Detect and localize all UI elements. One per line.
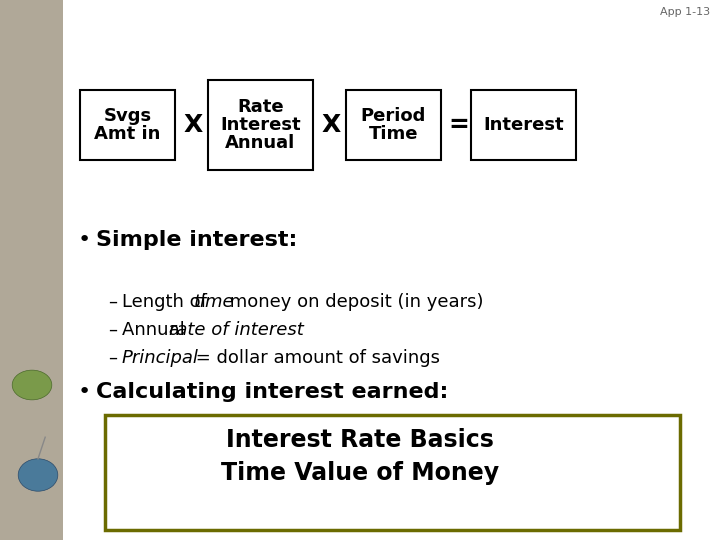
FancyBboxPatch shape [208, 80, 313, 170]
Text: App 1-13: App 1-13 [660, 7, 710, 17]
Text: X: X [184, 113, 202, 137]
Text: Time Value of Money: Time Value of Money [221, 461, 499, 485]
Text: Calculating interest earned:: Calculating interest earned: [96, 382, 449, 402]
Ellipse shape [18, 459, 58, 491]
Text: Amt in: Amt in [94, 125, 161, 143]
Text: = dollar amount of savings: = dollar amount of savings [190, 349, 440, 367]
Text: X: X [321, 113, 341, 137]
Text: Interest: Interest [220, 116, 301, 134]
Text: time: time [194, 293, 235, 311]
FancyBboxPatch shape [471, 90, 576, 160]
Text: money on deposit (in years): money on deposit (in years) [224, 293, 484, 311]
Text: Time: Time [369, 125, 418, 143]
Text: Simple interest:: Simple interest: [96, 230, 297, 250]
Text: •: • [78, 382, 91, 402]
Text: •: • [78, 230, 91, 250]
Text: Interest Rate Basics: Interest Rate Basics [226, 428, 494, 452]
FancyBboxPatch shape [80, 90, 175, 160]
Text: Annual: Annual [225, 134, 296, 152]
Bar [0, 0, 63, 540]
Text: –: – [108, 293, 117, 311]
Text: –: – [108, 349, 117, 367]
Text: Period: Period [361, 107, 426, 125]
Text: –: – [108, 321, 117, 339]
Text: =: = [449, 113, 469, 137]
Text: Length of: Length of [122, 293, 212, 311]
Text: Interest: Interest [483, 116, 564, 134]
Text: Annual: Annual [122, 321, 191, 339]
Text: rate of interest: rate of interest [169, 321, 304, 339]
FancyBboxPatch shape [105, 415, 680, 530]
Text: Rate: Rate [237, 98, 284, 116]
Text: Principal: Principal [122, 349, 199, 367]
Ellipse shape [12, 370, 52, 400]
FancyBboxPatch shape [346, 90, 441, 160]
Text: Svgs: Svgs [104, 107, 152, 125]
